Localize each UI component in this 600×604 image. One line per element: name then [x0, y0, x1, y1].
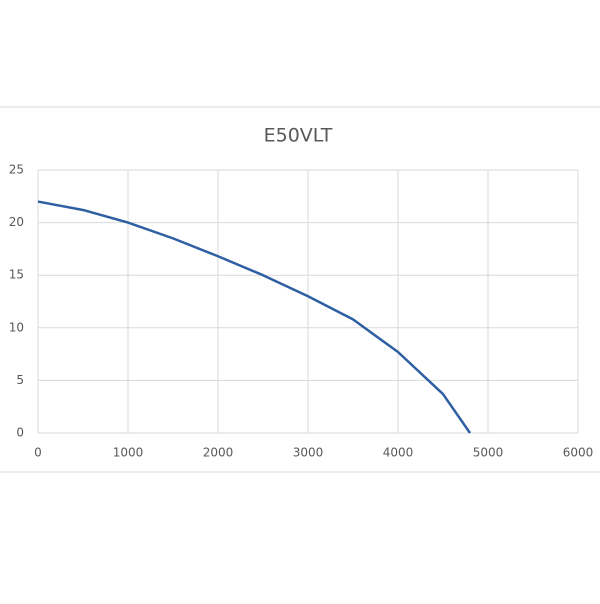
- y-tick-label: 0: [16, 426, 24, 440]
- x-tick-label: 3000: [293, 446, 324, 460]
- y-tick-label: 5: [16, 373, 24, 387]
- data-line: [37, 200, 472, 434]
- chart-title: E50VLT: [264, 125, 333, 147]
- x-tick-label: 0: [34, 446, 42, 460]
- x-tick-label: 2000: [203, 446, 234, 460]
- y-tick-label: 20: [9, 215, 24, 229]
- x-tick-label: 1000: [113, 446, 144, 460]
- x-tick-label: 4000: [383, 446, 414, 460]
- y-tick-label: 15: [9, 268, 24, 282]
- y-tick-label: 25: [9, 163, 24, 177]
- x-tick-label: 5000: [473, 446, 504, 460]
- x-tick-label: 6000: [563, 446, 594, 460]
- y-tick-label: 10: [9, 320, 24, 334]
